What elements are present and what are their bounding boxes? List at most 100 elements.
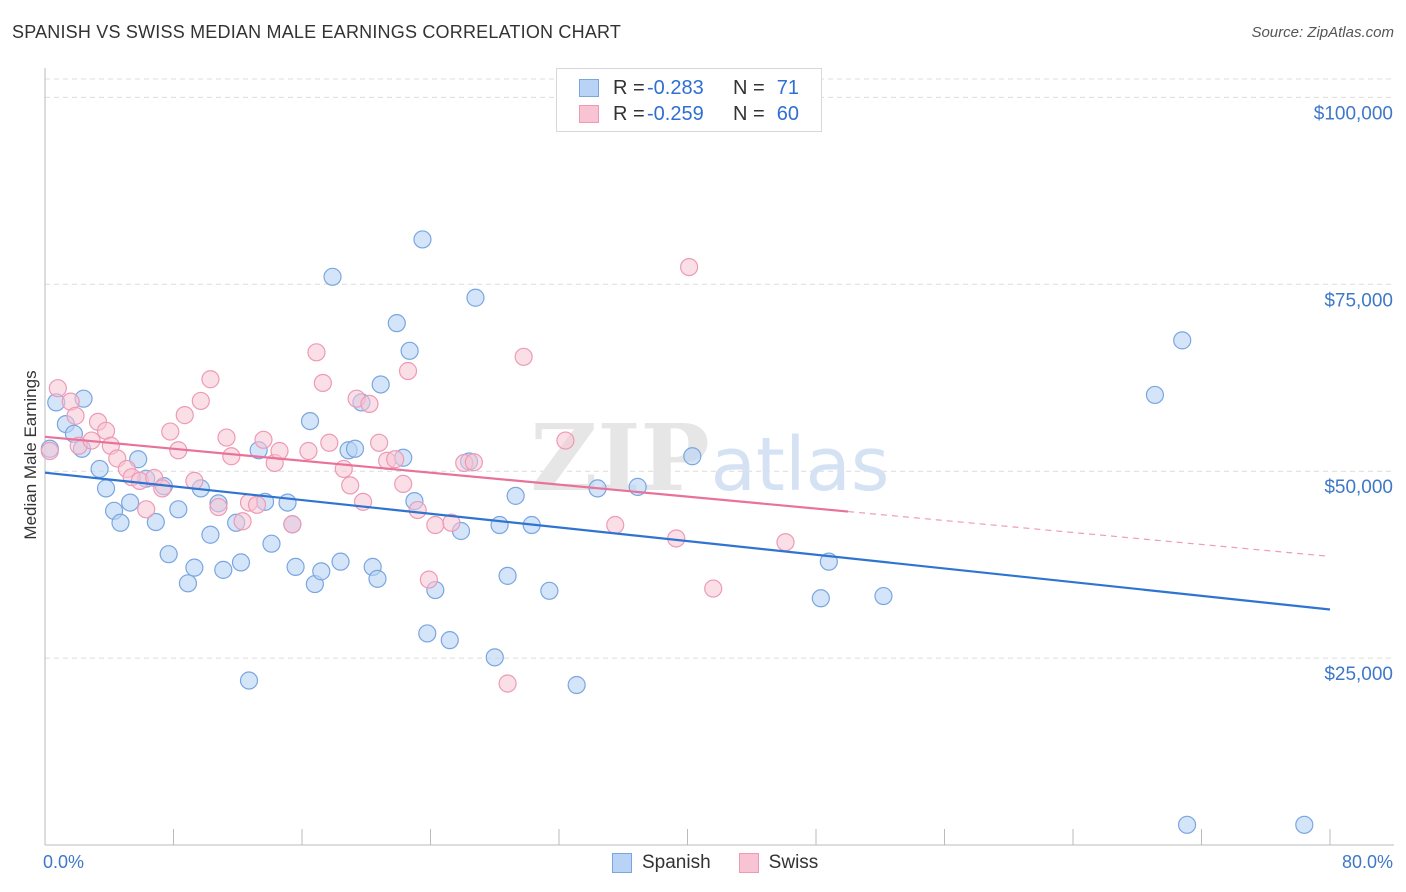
swiss-point <box>233 512 252 531</box>
spanish-point <box>466 288 485 307</box>
spanish-point <box>874 586 893 606</box>
legend-row-swiss: R = -0.259 N = 60 <box>579 102 799 126</box>
x-tick-label: 0.0% <box>43 852 84 872</box>
x-tick-labels: 0.0% 80.0% <box>43 852 1393 872</box>
spanish-point <box>683 447 702 466</box>
swiss-point <box>222 447 241 466</box>
spanish-point <box>231 553 251 572</box>
n-label: N = <box>733 76 765 99</box>
swiss-point <box>556 431 575 450</box>
spanish-point <box>262 534 281 553</box>
spanish-point <box>345 439 365 458</box>
swiss-point <box>606 515 625 535</box>
spanish-point <box>111 513 130 532</box>
swiss-legend-swatch <box>738 853 759 873</box>
spanish-point <box>214 560 233 579</box>
swiss-point <box>320 433 339 452</box>
spanish-point <box>239 671 259 690</box>
swiss-point <box>270 441 289 461</box>
spanish-point <box>323 267 342 286</box>
swiss-point <box>217 428 236 447</box>
swiss-point <box>153 479 172 498</box>
spanish-point <box>185 558 204 577</box>
spanish-trend-line <box>44 471 1331 611</box>
spanish-point <box>1173 331 1192 350</box>
legend-item-spanish[interactable]: Spanish <box>612 852 711 874</box>
y-tick-label: $100,000 <box>1314 103 1393 124</box>
swiss-points <box>40 257 795 693</box>
spanish-point <box>387 314 406 333</box>
spanish-point <box>400 341 419 360</box>
r-label: R = <box>613 102 645 125</box>
source-label: Source: ZipAtlas.com <box>1251 24 1394 41</box>
swiss-point <box>514 347 533 366</box>
y-axis-label: Median Male Earnings <box>21 370 40 539</box>
swiss-point <box>283 515 302 534</box>
swiss-point <box>498 674 517 693</box>
r-value: -0.283 <box>647 76 704 99</box>
swiss-point <box>419 570 438 589</box>
r-label: R = <box>613 76 645 99</box>
spanish-point <box>201 525 220 544</box>
spanish-point <box>159 545 178 564</box>
spanish-point <box>312 562 331 581</box>
spanish-point <box>418 624 437 643</box>
spanish-point <box>490 515 509 535</box>
swiss-point <box>394 474 413 493</box>
y-tick-labels: $25,000 $50,000 $75,000 $100,000 <box>1314 103 1393 685</box>
swiss-point <box>313 373 332 393</box>
series-legend: Spanish Swiss <box>612 852 846 874</box>
swiss-point <box>209 497 228 517</box>
spanish-point <box>485 648 504 667</box>
swiss-point <box>161 422 180 441</box>
correlation-legend: R = -0.283 N = 71 R = -0.259 N = 60 <box>556 68 822 132</box>
r-value: -0.259 <box>647 102 704 125</box>
legend-row-spanish: R = -0.283 N = 71 <box>579 76 799 100</box>
swiss-point <box>40 441 59 461</box>
swiss-point <box>66 406 85 425</box>
spanish-point <box>121 493 140 512</box>
spanish-legend-swatch <box>612 853 632 873</box>
legend-item-swiss[interactable]: Swiss <box>738 852 819 874</box>
spanish-point <box>1145 385 1165 405</box>
n-value: 60 <box>776 102 799 125</box>
spanish-point <box>169 500 188 519</box>
swiss-swatch <box>579 105 599 123</box>
spanish-point <box>178 574 198 593</box>
watermark-zip: ZIP <box>530 404 709 512</box>
swiss-legend-label: Swiss <box>768 852 819 873</box>
watermark-atlas: atlas <box>711 422 890 508</box>
spanish-point <box>498 566 517 585</box>
swiss-point <box>254 430 273 449</box>
spanish-point <box>146 512 165 532</box>
grid-lines <box>45 78 1394 659</box>
swiss-point <box>704 579 723 598</box>
spanish-point <box>1295 815 1314 834</box>
x-tick-label: 80.0% <box>1342 852 1393 872</box>
swiss-point <box>247 495 267 514</box>
swiss-point <box>464 453 483 472</box>
n-value: 71 <box>776 76 799 99</box>
spanish-point <box>368 569 387 588</box>
y-tick-label: $75,000 <box>1324 290 1393 311</box>
spanish-legend-label: Spanish <box>642 852 711 873</box>
trend-lines <box>44 435 1331 611</box>
swiss-point <box>776 533 795 552</box>
swiss-point <box>48 379 67 398</box>
spanish-point <box>540 581 559 600</box>
swiss-point <box>442 513 461 532</box>
swiss-point <box>137 500 156 519</box>
swiss-point <box>299 441 318 461</box>
swiss-point <box>408 500 427 520</box>
spanish-point <box>331 552 350 571</box>
swiss-point <box>680 257 699 277</box>
swiss-point <box>341 476 360 495</box>
spanish-point <box>567 675 586 695</box>
spanish-point <box>811 589 830 608</box>
spanish-point <box>96 479 116 498</box>
swiss-point <box>386 450 405 469</box>
spanish-point <box>286 557 305 576</box>
spanish-point <box>1177 815 1197 834</box>
swiss-point <box>370 433 389 452</box>
